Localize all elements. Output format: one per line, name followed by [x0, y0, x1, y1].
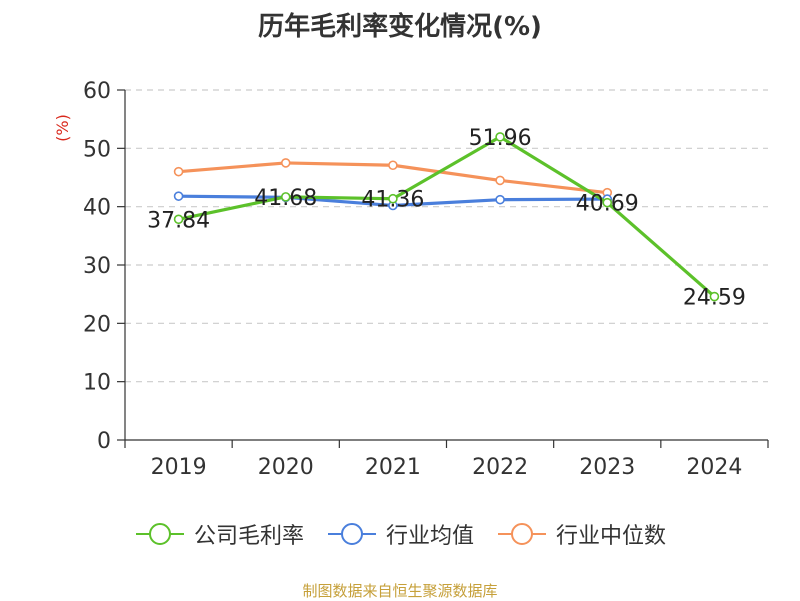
data-point-series-3	[388, 160, 398, 171]
data-point-series-1	[602, 197, 613, 208]
series-line-1	[178, 135, 716, 298]
data-point-series-2	[173, 191, 184, 201]
y-tick-label: 0	[97, 429, 111, 454]
data-label: 37.84	[147, 208, 210, 233]
y-tick-label: 20	[83, 312, 111, 337]
data-point-series-1	[280, 192, 291, 202]
y-tick-label: 50	[83, 137, 111, 162]
x-tick-label: 2023	[579, 455, 635, 480]
legend-item-2[interactable]: 行业均值	[326, 518, 474, 550]
y-axis-label: (%)	[53, 114, 72, 142]
data-label: 41.36	[361, 188, 424, 213]
data-point-series-1	[388, 193, 398, 204]
x-tick-label: 2022	[472, 455, 528, 480]
x-tick-label: 2024	[686, 455, 742, 480]
data-point-series-2	[495, 194, 505, 205]
legend-label: 行业中位数	[556, 524, 667, 549]
data-point-series-1	[173, 214, 184, 225]
data-source-footer: 制图数据来自恒生聚源数据库	[302, 582, 498, 600]
chart-title: 历年毛利率变化情况(%)	[258, 12, 542, 42]
legend-line-marker-icon	[327, 523, 376, 545]
chart-legend: 公司毛利率 行业均值 行业中位数	[0, 518, 800, 550]
legend-item-3[interactable]: 行业中位数	[496, 518, 666, 550]
y-tick-label: 60	[83, 79, 111, 104]
data-point-series-1	[495, 132, 505, 142]
data-point-series-3	[280, 158, 291, 168]
x-tick-label: 2019	[151, 455, 207, 480]
y-tick-label: 40	[83, 196, 111, 221]
legend-label: 行业均值	[385, 524, 474, 549]
y-tick-label: 10	[83, 371, 111, 396]
y-tick-label: 30	[83, 254, 111, 279]
data-label: 40.69	[576, 192, 639, 217]
x-tick-label: 2021	[365, 455, 421, 480]
legend-line-marker-icon	[135, 523, 184, 545]
legend-line-marker-icon	[498, 523, 546, 545]
legend-item-1[interactable]: 公司毛利率	[134, 518, 304, 550]
legend-label: 公司毛利率	[193, 524, 304, 549]
x-tick-label: 2020	[258, 455, 314, 480]
data-point-series-3	[495, 175, 505, 186]
data-label: 41.68	[254, 186, 317, 211]
data-label: 51.96	[469, 126, 532, 151]
data-point-series-3	[173, 166, 184, 177]
data-point-series-1	[709, 291, 720, 302]
data-label: 24.59	[683, 286, 746, 311]
